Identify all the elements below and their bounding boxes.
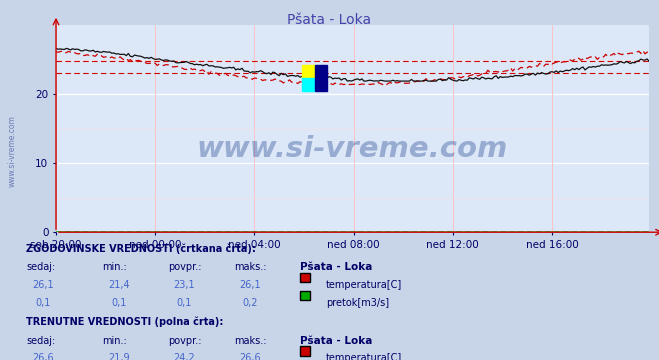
Text: pretok[m3/s]: pretok[m3/s] — [326, 298, 389, 308]
Text: min.:: min.: — [102, 262, 127, 272]
Text: temperatura[C]: temperatura[C] — [326, 354, 403, 360]
Text: min.:: min.: — [102, 336, 127, 346]
Text: 0,1: 0,1 — [35, 298, 51, 308]
Text: 0,1: 0,1 — [177, 298, 192, 308]
Text: temperatura[C]: temperatura[C] — [326, 280, 403, 290]
Text: Pšata - Loka: Pšata - Loka — [300, 336, 372, 346]
Text: 23,1: 23,1 — [174, 280, 195, 290]
Text: Pšata - Loka: Pšata - Loka — [287, 13, 372, 27]
Text: maks.:: maks.: — [234, 262, 266, 272]
Text: sedaj:: sedaj: — [26, 262, 55, 272]
Text: ZGODOVINSKE VREDNOSTI (črtkana črta):: ZGODOVINSKE VREDNOSTI (črtkana črta): — [26, 243, 256, 253]
Text: 0,2: 0,2 — [243, 298, 258, 308]
Text: 21,9: 21,9 — [108, 354, 129, 360]
Text: 0,1: 0,1 — [111, 298, 127, 308]
Text: TRENUTNE VREDNOSTI (polna črta):: TRENUTNE VREDNOSTI (polna črta): — [26, 317, 224, 327]
Text: 26,6: 26,6 — [32, 354, 53, 360]
Text: 26,6: 26,6 — [240, 354, 261, 360]
Text: www.si-vreme.com: www.si-vreme.com — [197, 135, 508, 163]
Text: www.si-vreme.com: www.si-vreme.com — [8, 115, 17, 187]
Text: 26,1: 26,1 — [240, 280, 261, 290]
Text: 24,2: 24,2 — [173, 354, 196, 360]
Text: povpr.:: povpr.: — [168, 262, 202, 272]
Text: 21,4: 21,4 — [108, 280, 129, 290]
Bar — [302, 64, 315, 78]
Text: Pšata - Loka: Pšata - Loka — [300, 262, 372, 272]
Text: povpr.:: povpr.: — [168, 336, 202, 346]
Text: maks.:: maks.: — [234, 336, 266, 346]
Bar — [302, 78, 315, 91]
Text: 26,1: 26,1 — [32, 280, 53, 290]
Bar — [315, 64, 327, 91]
Text: sedaj:: sedaj: — [26, 336, 55, 346]
